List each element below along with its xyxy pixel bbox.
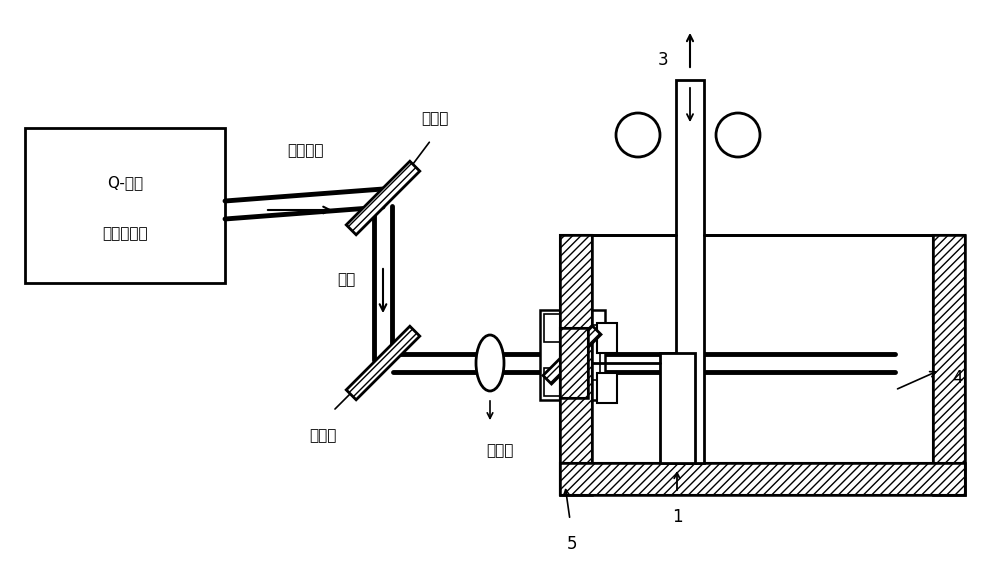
Bar: [597, 323, 617, 353]
Bar: [580, 325, 600, 380]
Bar: [560, 235, 592, 495]
Bar: [25, 128, 225, 283]
Text: 反射镜: 反射镜: [421, 111, 449, 126]
Text: 1: 1: [672, 508, 682, 526]
Circle shape: [616, 113, 660, 157]
Bar: [560, 463, 965, 495]
Bar: [597, 373, 617, 403]
Bar: [560, 328, 588, 398]
Bar: [544, 368, 564, 396]
Bar: [540, 310, 605, 400]
Circle shape: [716, 113, 760, 157]
Polygon shape: [543, 326, 601, 384]
Bar: [560, 328, 588, 398]
Bar: [560, 235, 592, 495]
Text: Q-开关: Q-开关: [107, 175, 143, 189]
Text: 聚焦镜: 聚焦镜: [486, 443, 514, 458]
Bar: [660, 353, 695, 463]
Text: 反射镜: 反射镜: [309, 428, 337, 443]
Text: 光路: 光路: [337, 273, 355, 287]
Text: 3: 3: [657, 51, 668, 69]
Bar: [676, 80, 704, 463]
Bar: [560, 463, 965, 495]
Text: 脉冲激光器: 脉冲激光器: [102, 226, 148, 241]
Text: 4: 4: [952, 369, 962, 387]
Polygon shape: [346, 161, 420, 235]
Bar: [933, 235, 965, 495]
Text: 脉冲激光: 脉冲激光: [287, 143, 323, 158]
Polygon shape: [346, 326, 420, 400]
Text: 5: 5: [567, 535, 577, 553]
Bar: [933, 235, 965, 495]
Bar: [544, 314, 564, 342]
Ellipse shape: [476, 335, 504, 391]
